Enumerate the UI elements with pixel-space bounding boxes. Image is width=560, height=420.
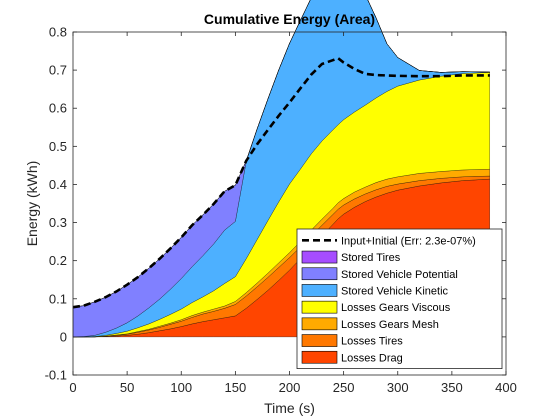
x-tick-label: 150 — [225, 380, 247, 395]
x-tick-label: 100 — [170, 380, 192, 395]
legend-swatch — [301, 334, 338, 347]
x-tick-label: 0 — [69, 380, 76, 395]
legend-swatch — [301, 300, 338, 314]
legend: Input+Initial (Err: 2.3e-07%) Stored Tire… — [296, 228, 503, 370]
legend-label: Stored Vehicle Kinetic — [341, 285, 449, 297]
legend-swatch — [301, 284, 338, 297]
x-tick-label: 50 — [120, 380, 134, 395]
x-tick-label: 400 — [495, 380, 517, 395]
legend-label: Stored Tires — [341, 252, 401, 264]
y-tick-label: 0 — [60, 329, 67, 344]
y-tick-label: 0.2 — [49, 253, 67, 268]
y-tick-label: 0.7 — [49, 63, 67, 78]
legend-label: Stored Vehicle Potential — [341, 269, 458, 281]
x-axis-label: Time (s) — [264, 400, 315, 416]
x-tick-label: 300 — [387, 380, 409, 395]
line-input-initial — [72, 56, 490, 309]
x-tick-label: 250 — [333, 380, 355, 395]
legend-label: Losses Gears Viscous — [341, 302, 451, 314]
y-tick-label: 0.6 — [49, 101, 67, 116]
x-axis-ticks: 0 50 100 150 200 250 300 350 400 — [69, 32, 517, 395]
chart-title: Cumulative Energy (Area) — [204, 11, 375, 27]
y-tick-label: 0.3 — [49, 215, 67, 230]
legend-label: Input+Initial (Err: 2.3e-07%) — [341, 235, 476, 247]
legend-label: Losses Tires — [341, 336, 403, 348]
legend-swatch — [301, 317, 338, 331]
x-tick-label: 350 — [441, 380, 463, 395]
legend-box — [296, 228, 503, 370]
y-tick-label: 0.1 — [49, 291, 67, 306]
legend-swatch — [301, 267, 338, 281]
x-tick-label: 200 — [279, 380, 301, 395]
legend-swatch — [301, 250, 338, 264]
y-tick-label: 0.8 — [49, 25, 67, 40]
legend-label: Losses Gears Mesh — [341, 319, 439, 331]
legend-swatch — [301, 350, 338, 364]
y-axis-label: Energy (kWh) — [24, 161, 40, 247]
legend-label: Losses Drag — [341, 352, 403, 364]
y-tick-label: 0.5 — [49, 139, 67, 154]
y-tick-label: -0.1 — [45, 368, 67, 383]
line-series-group — [72, 56, 490, 309]
y-tick-label: 0.4 — [49, 177, 67, 192]
y-axis-ticks: -0.1 0 0.1 0.2 0.3 0.4 0.5 0.6 0.7 0.8 — [45, 25, 506, 383]
